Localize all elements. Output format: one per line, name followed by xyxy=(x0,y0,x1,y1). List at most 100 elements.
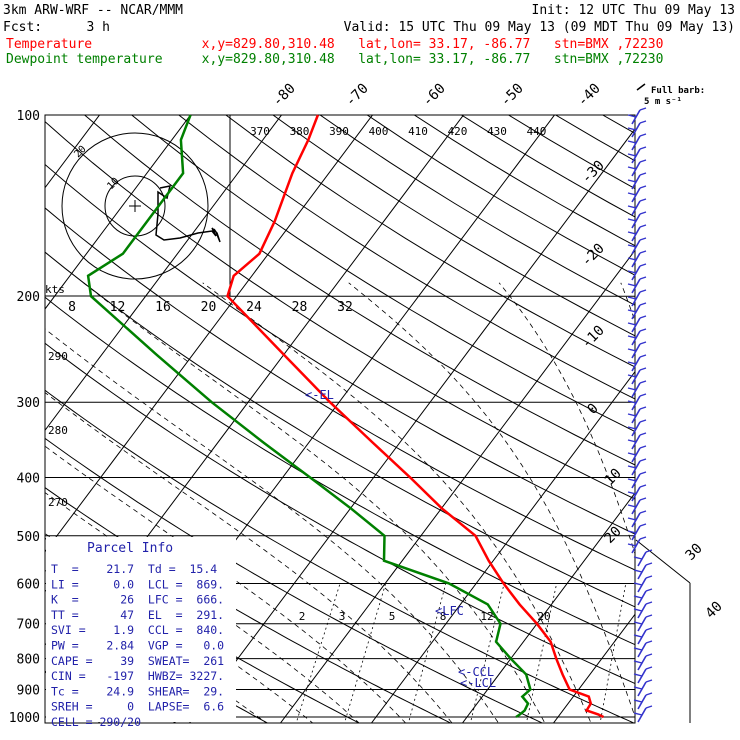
hodograph-speed-label: 32 xyxy=(337,300,353,315)
parcel-info-title: Parcel Info xyxy=(87,541,173,556)
wind-barb xyxy=(627,432,647,450)
ccl-marker: <-CCL xyxy=(458,665,494,679)
isotherm-tick-label: -10 xyxy=(579,323,608,352)
wind-barb xyxy=(633,601,653,619)
isotherm-tick-label: 40 xyxy=(703,599,726,622)
dry-adiabat xyxy=(601,115,635,134)
isotherm-line xyxy=(552,613,635,723)
parcel-info-row: PW = 2.84 VGP = 0.0 xyxy=(51,639,224,653)
dry-adiabat xyxy=(45,120,635,500)
mixing-ratio-tick-label: 8 xyxy=(440,610,447,623)
model-title: 3km ARW-WRF -- NCAR/MMM xyxy=(3,3,183,18)
wind-barb xyxy=(627,237,647,255)
hodograph-kts-label: kts xyxy=(45,283,65,296)
init-time: Init: 12 UTC Thu 09 May 13 xyxy=(532,3,736,18)
forecast-label: Fcst: xyxy=(3,20,42,35)
dry-adiabat xyxy=(178,115,635,400)
theta-e-tick-label: 440 xyxy=(527,125,547,138)
header: 3km ARW-WRF -- NCAR/MMM Init: 12 UTC Thu… xyxy=(3,3,735,67)
pressure-tick-label: 400 xyxy=(17,471,40,486)
wind-barb xyxy=(627,510,647,528)
theta-tick-label: 280 xyxy=(48,424,68,437)
theta-e-tick-label: 410 xyxy=(408,125,428,138)
wind-barb xyxy=(633,653,653,671)
pressure-tick-label: 500 xyxy=(17,530,40,545)
theta-tick-label: 270 xyxy=(48,496,68,509)
dry-adiabat xyxy=(225,115,635,368)
theta-e-tick-label: 420 xyxy=(448,125,468,138)
hodograph-speed-label: 12 xyxy=(110,300,126,315)
moist-adiabat xyxy=(498,282,635,556)
dry-adiabat xyxy=(130,115,635,433)
moist-adiabat xyxy=(348,282,635,719)
barb-legend-icon xyxy=(636,83,646,91)
mixing-ratio-tick-label: 5 xyxy=(389,610,396,623)
hodograph-speed-label: 24 xyxy=(246,300,262,315)
wind-barb xyxy=(627,419,647,437)
wind-barb xyxy=(627,250,647,268)
hodograph-speed-label: 28 xyxy=(292,300,308,315)
wind-barb xyxy=(633,562,653,580)
wind-barb xyxy=(627,484,647,502)
theta-e-tick-label: 380 xyxy=(290,125,310,138)
theta-e-tick-label: 390 xyxy=(329,125,349,138)
hodograph-speed-label: 8 xyxy=(68,300,76,315)
isotherm-tick-label: 0 xyxy=(585,401,602,418)
isotherm-tick-label: -40 xyxy=(575,81,604,110)
isotherm-tick-label: -80 xyxy=(270,81,299,110)
mixing-ratio-tick-label: 3 xyxy=(339,610,346,623)
dry-adiabat xyxy=(319,115,635,306)
wind-barb xyxy=(627,471,647,489)
pressure-tick-label: 1000 xyxy=(9,711,40,726)
mixing-ratio-line xyxy=(295,583,341,723)
isotherm-tick-label: -70 xyxy=(343,81,372,110)
dry-adiabat xyxy=(460,115,635,218)
moist-adiabat xyxy=(45,392,453,723)
isotherm-line xyxy=(279,249,635,723)
wind-barb xyxy=(627,393,647,411)
wind-barb xyxy=(627,224,647,242)
isotherm-tick-label: -30 xyxy=(579,158,608,187)
pressure-labels: 100 200 300 400 500 600 700 800 900 1000 xyxy=(9,109,40,726)
wind-barb xyxy=(633,640,653,658)
temperature-line xyxy=(226,114,605,719)
wind-barb xyxy=(627,211,647,229)
isotherm-line xyxy=(45,115,283,432)
pressure-tick-label: 600 xyxy=(17,577,40,592)
wind-barb xyxy=(627,328,647,346)
wind-barb xyxy=(627,367,647,385)
dry-adiabat xyxy=(45,207,635,571)
wind-barb xyxy=(633,588,653,606)
wind-barb xyxy=(627,133,647,151)
dry-adiabat xyxy=(507,115,635,190)
legend-temperature: Temperature x,y=829.80,310.48 lat,lon= 3… xyxy=(6,37,663,52)
el-marker: <-EL xyxy=(305,388,334,402)
wind-barb xyxy=(627,185,647,203)
wind-barb xyxy=(633,666,653,684)
isotherm-line xyxy=(45,115,374,553)
wind-barb xyxy=(627,276,647,294)
mixing-ratio-tick-label: 12 xyxy=(480,610,493,623)
hodograph-speed-label: 16 xyxy=(155,300,171,315)
wind-barb xyxy=(627,302,647,320)
mixing-ratio-line xyxy=(408,583,447,723)
wind-barb xyxy=(627,159,647,177)
dry-adiabat xyxy=(45,163,635,535)
parcel-info-row: TT = 47 EL = 291. xyxy=(51,608,224,622)
isotherm-tick-label: 30 xyxy=(683,541,706,564)
barb-legend-unit: 5 m s⁻¹ xyxy=(644,97,682,107)
wind-barb xyxy=(627,458,647,476)
dry-adiabat xyxy=(83,115,635,466)
theta-labels: 290 280 270 xyxy=(48,350,68,509)
lcl-marker: <-LCL xyxy=(460,676,496,690)
wind-barb xyxy=(627,120,647,138)
wind-barb xyxy=(633,614,653,632)
parcel-info-rows: T = 21.7 Td = 15.4LI = 0.0 LCL = 869. K =… xyxy=(51,562,224,729)
dry-adiabat xyxy=(45,437,544,723)
wind-barb xyxy=(627,172,647,190)
pressure-tick-label: 700 xyxy=(17,618,40,633)
moist-adiabat xyxy=(83,282,546,723)
parcel-info-row: SREH = 0 LAPSE= 6.6 xyxy=(51,700,224,714)
parcel-info-box: Parcel Info T = 21.7 Td = 15.4LI = 0.0 L… xyxy=(46,537,236,729)
isotherm-tick-label: -60 xyxy=(420,81,449,110)
